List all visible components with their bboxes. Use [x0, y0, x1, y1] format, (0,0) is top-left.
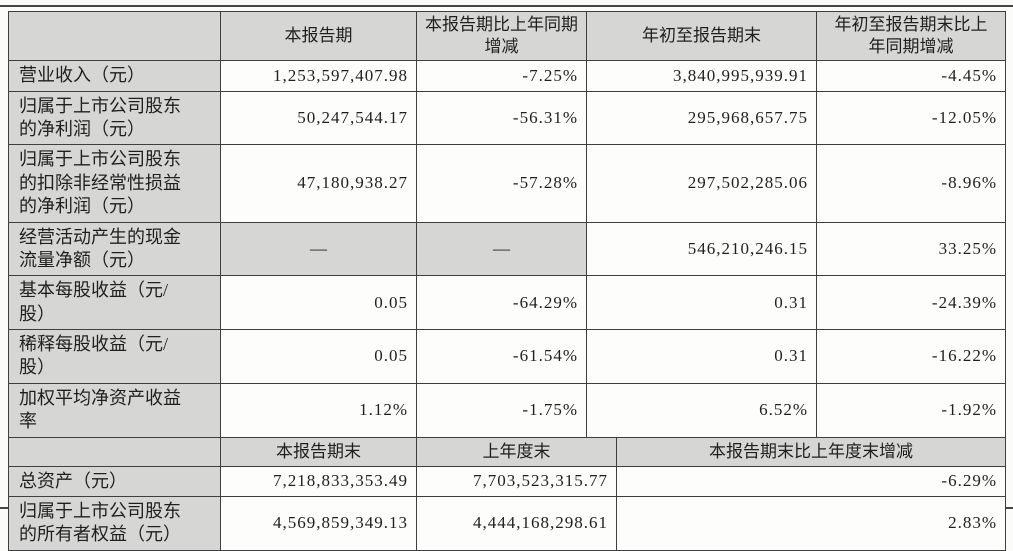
col-header-current-vs-prior-year: 本报告期比上年同期 增减 [416, 10, 587, 62]
value-cell: 3,840,995,939.91 [586, 60, 817, 92]
row-label: 归属于上市公司股东的扣除非经常性损益的净利润（元） [8, 144, 221, 223]
value-cell: 297,502,285.06 [586, 144, 817, 223]
row-label: 加权平均净资产收益率 [8, 382, 221, 438]
financial-summary-table: 本报告期 本报告期比上年同期 增减 年初至报告期末 年初至报告期末比上 年同期增… [8, 10, 1006, 551]
row-label: 归属于上市公司股东的所有者权益（元） [8, 496, 221, 551]
na-dash-cell: — [416, 221, 587, 277]
value-cell: 47,180,938.27 [220, 144, 417, 223]
value-cell: 2.83% [616, 496, 1006, 551]
value-cell: 7,218,833,353.49 [220, 465, 417, 498]
value-cell: 546,210,246.15 [586, 221, 817, 277]
value-cell: -12.05% [816, 90, 1006, 146]
na-dash-cell: — [220, 221, 417, 277]
value-cell: 7,703,523,315.77 [416, 465, 617, 498]
value-cell: -24.39% [816, 275, 1006, 331]
basic-eps-row: 基本每股收益（元/股） 0.05 -64.29% 0.31 -24.39% [8, 275, 1006, 331]
value-cell: -4.45% [816, 60, 1006, 92]
value-cell: -1.75% [416, 382, 587, 438]
col-header-ytd: 年初至报告期末 [586, 10, 817, 62]
value-cell: -56.31% [416, 90, 587, 146]
row-label: 稀释每股收益（元/股） [8, 329, 221, 384]
value-cell: -7.25% [416, 60, 587, 92]
row-label: 经营活动产生的现金流量净额（元） [8, 221, 221, 277]
row-label: 归属于上市公司股东的净利润（元） [8, 90, 221, 146]
value-cell: -57.28% [416, 144, 587, 223]
value-cell: 4,569,859,349.13 [220, 496, 417, 551]
value-cell: -64.29% [416, 275, 587, 331]
col-header-period-end: 本报告期末 [220, 436, 417, 467]
value-cell: 0.31 [586, 275, 817, 331]
value-cell: -16.22% [816, 329, 1006, 384]
net-profit-row: 归属于上市公司股东的净利润（元） 50,247,544.17 -56.31% 2… [8, 90, 1006, 146]
diluted-eps-row: 稀释每股收益（元/股） 0.05 -61.54% 0.31 -16.22% [8, 329, 1006, 384]
col-header-current-period: 本报告期 [220, 10, 417, 62]
total-assets-row: 总资产（元） 7,218,833,353.49 7,703,523,315.77… [8, 465, 1006, 498]
roe-row: 加权平均净资产收益率 1.12% -1.75% 6.52% -1.92% [8, 382, 1006, 438]
non-recurring-profit-row: 归属于上市公司股东的扣除非经常性损益的净利润（元） 47,180,938.27 … [8, 144, 1006, 223]
row-label: 营业收入（元） [8, 60, 221, 92]
col-header-prior-year-end: 上年度末 [416, 436, 617, 467]
corner-cell-2 [8, 436, 221, 467]
section1-header-row: 本报告期 本报告期比上年同期 增减 年初至报告期末 年初至报告期末比上 年同期增… [8, 10, 1006, 62]
equity-row: 归属于上市公司股东的所有者权益（元） 4,569,859,349.13 4,44… [8, 496, 1006, 551]
col-header-ytd-vs-prior-year: 年初至报告期末比上 年同期增减 [816, 10, 1006, 62]
row-label: 总资产（元） [8, 465, 221, 498]
value-cell: 0.31 [586, 329, 817, 384]
revenue-row: 营业收入（元） 1,253,597,407.98 -7.25% 3,840,99… [8, 60, 1006, 92]
value-cell: 0.05 [220, 329, 417, 384]
value-cell: 6.52% [586, 382, 817, 438]
col-header-end-vs-prior-year-end: 本报告期末比上年度末增减 [616, 436, 1006, 467]
row-label: 基本每股收益（元/股） [8, 275, 221, 331]
value-cell: 1,253,597,407.98 [220, 60, 417, 92]
page-top-rule [0, 5, 1013, 7]
value-cell: -6.29% [616, 465, 1006, 498]
value-cell: 1.12% [220, 382, 417, 438]
value-cell: -8.96% [816, 144, 1006, 223]
value-cell: -61.54% [416, 329, 587, 384]
corner-cell-1 [8, 10, 221, 62]
cash-flow-row: 经营活动产生的现金流量净额（元） — — 546,210,246.15 33.2… [8, 221, 1006, 277]
value-cell: 295,968,657.75 [586, 90, 817, 146]
section2-header-row: 本报告期末 上年度末 本报告期末比上年度末增减 [8, 436, 1006, 467]
value-cell: 33.25% [816, 221, 1006, 277]
value-cell: 50,247,544.17 [220, 90, 417, 146]
value-cell: -1.92% [816, 382, 1006, 438]
value-cell: 4,444,168,298.61 [416, 496, 617, 551]
value-cell: 0.05 [220, 275, 417, 331]
